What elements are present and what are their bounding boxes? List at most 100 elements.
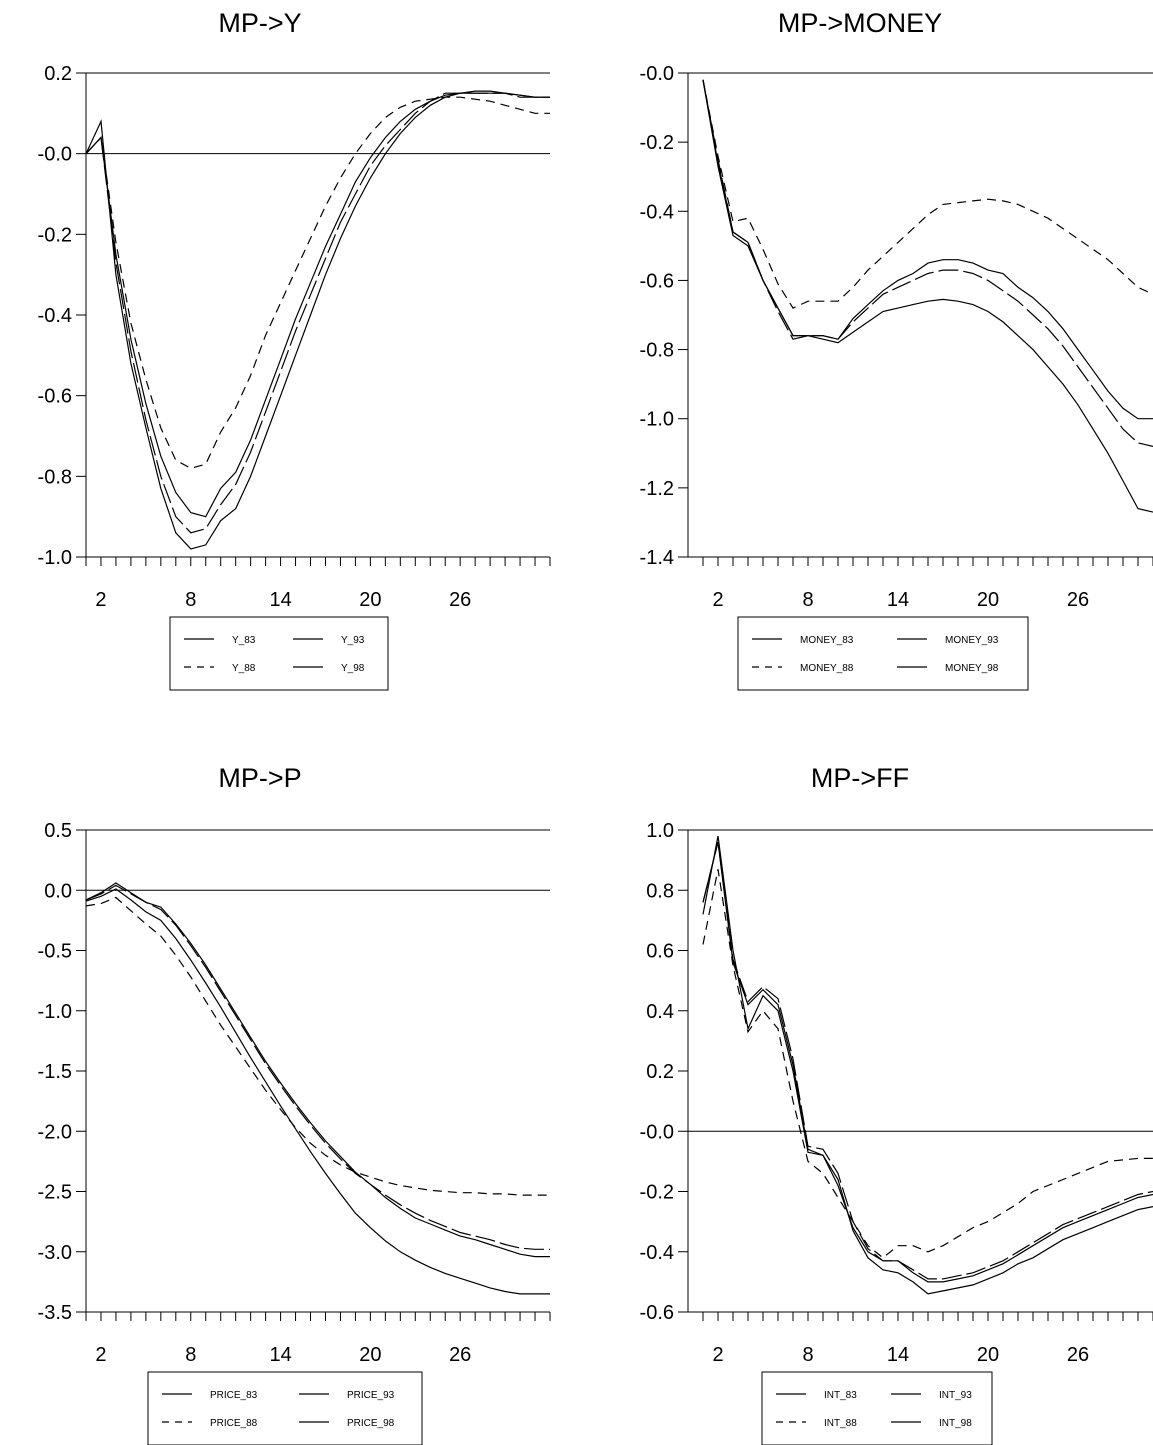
chart-title: MP->P <box>218 763 301 793</box>
series-line-y_83 <box>85 90 550 550</box>
y-tick-label: -0.2 <box>640 132 674 154</box>
legend-label: PRICE_93 <box>347 1390 395 1401</box>
legend-label: PRICE_98 <box>347 1418 395 1429</box>
y-tick-label: -0.2 <box>640 1182 674 1204</box>
y-tick-label: -0.6 <box>640 270 674 292</box>
y-tick-label: -1.0 <box>640 409 674 431</box>
y-tick-label: 0.2 <box>44 63 72 85</box>
legend-label: PRICE_83 <box>210 1390 258 1401</box>
legend-label: MONEY_88 <box>800 663 854 674</box>
x-tick-label: 8 <box>185 1344 196 1366</box>
x-tick-label: 2 <box>712 1344 723 1366</box>
x-tick-label: 8 <box>802 1344 813 1366</box>
x-tick-label: 20 <box>977 1344 999 1366</box>
chart-panel-4: MP->FF 1.0 0.8 0.6 0.4 0.2 -0.0 -0.2 -0.4 -0.6 2 8 1… <box>640 763 1153 1445</box>
y-tick-label: -0.4 <box>640 1242 674 1264</box>
legend-box <box>169 616 389 691</box>
y-tick-label: -1.0 <box>38 547 72 569</box>
series-line-y_88 <box>85 96 550 469</box>
x-tick-label: 26 <box>1067 589 1089 611</box>
y-tick-label: -3.0 <box>38 1242 72 1264</box>
x-tick-label: 2 <box>712 589 723 611</box>
series-line-int_83 <box>702 835 1153 1283</box>
y-tick-label: -2.0 <box>38 1121 72 1143</box>
y-tick-label: -0.2 <box>38 224 72 246</box>
x-tick-label: 2 <box>95 1344 106 1366</box>
y-tick-label: 1.0 <box>646 820 674 842</box>
legend-label: MONEY_83 <box>800 635 854 646</box>
legend-label: MONEY_93 <box>945 635 999 646</box>
y-tick-label: -0.6 <box>38 386 72 408</box>
x-tick-label: 20 <box>359 1344 381 1366</box>
x-tick-label: 26 <box>449 1344 471 1366</box>
legend: MONEY_83 MONEY_93 MONEY_88 MONEY_98 <box>737 616 1029 691</box>
x-tick-label: 14 <box>887 1344 909 1366</box>
legend-box <box>737 616 1029 691</box>
x-tick-label: 8 <box>802 589 813 611</box>
x-tick-label: 2 <box>95 589 106 611</box>
legend-label: INT_93 <box>939 1390 972 1401</box>
y-tick-label: -0.6 <box>640 1302 674 1324</box>
y-tick-label: -0.4 <box>38 305 72 327</box>
legend: INT_83 INT_93 INT_88 INT_98 <box>761 1371 993 1445</box>
chart-title: MP->FF <box>811 763 909 793</box>
y-tick-label: -2.5 <box>38 1182 72 1204</box>
y-tick-label: 0.8 <box>646 880 674 902</box>
x-tick-label: 26 <box>449 589 471 611</box>
y-tick-label: -0.8 <box>640 340 674 362</box>
y-tick-label: -0.0 <box>38 144 72 166</box>
chart-title: MP->MONEY <box>778 8 942 38</box>
legend-label: INT_88 <box>824 1418 857 1429</box>
y-tick-label: -0.0 <box>640 63 674 85</box>
y-tick-label: 0.6 <box>646 941 674 963</box>
legend-box <box>147 1371 423 1445</box>
series-line-int_88 <box>702 869 1153 1259</box>
series-line-money_93 <box>702 79 1153 447</box>
legend-label: PRICE_88 <box>210 1418 258 1429</box>
x-tick-label: 14 <box>269 1344 291 1366</box>
x-tick-label: 20 <box>977 589 999 611</box>
series-line-money_88 <box>702 79 1153 309</box>
legend-label: INT_98 <box>939 1418 972 1429</box>
y-tick-label: 0.4 <box>646 1001 674 1023</box>
y-tick-label: -1.5 <box>38 1061 72 1083</box>
series-line-price_93 <box>85 884 550 1250</box>
x-tick-label: 8 <box>185 589 196 611</box>
y-tick-label: 0.5 <box>44 820 72 842</box>
series-line-price_98 <box>85 888 550 1295</box>
chart-title: MP->Y <box>218 8 301 38</box>
x-tick-label: 20 <box>359 589 381 611</box>
chart-panel-2: MP->MONEY -0.0 -0.2 -0.4 -0.6 -0.8 -1.0 -1.2 -1.… <box>640 8 1153 691</box>
legend-label: Y_88 <box>232 663 256 674</box>
x-tick-label: 26 <box>1067 1344 1089 1366</box>
legend-label: Y_83 <box>232 635 256 646</box>
legend-label: MONEY_98 <box>945 663 999 674</box>
y-tick-label: -0.0 <box>640 1121 674 1143</box>
legend: PRICE_83 PRICE_93 PRICE_88 PRICE_98 <box>147 1371 423 1445</box>
series-line-money_98 <box>702 79 1153 420</box>
legend-label: INT_83 <box>824 1390 857 1401</box>
y-tick-label: 0.0 <box>44 880 72 902</box>
series-line-y_98 <box>85 92 550 518</box>
x-tick-label: 14 <box>269 589 291 611</box>
chart-panel-3: MP->P 0.5 0.0 -0.5 -1.0 -1.5 -2.0 -2.5 -3.0 -3.5 2… <box>38 763 551 1445</box>
y-tick-label: -0.5 <box>38 941 72 963</box>
legend-box <box>761 1371 993 1445</box>
legend-label: Y_93 <box>341 635 365 646</box>
legend-label: Y_98 <box>341 663 365 674</box>
chart-panel-1: MP->Y 0.2 -0.0 -0.2 -0.4 -0.6 -0.8 -1.0 2 8 14 20 26… <box>38 8 551 691</box>
x-tick-label: 14 <box>887 589 909 611</box>
series-line-price_83 <box>85 882 550 1258</box>
y-tick-label: -0.8 <box>38 466 72 488</box>
y-tick-label: -3.5 <box>38 1302 72 1324</box>
y-tick-label: -0.4 <box>640 201 674 223</box>
series-line-int_98 <box>702 841 1153 1295</box>
legend: Y_83 Y_93 Y_88 Y_98 <box>169 616 389 691</box>
y-tick-label: -1.2 <box>640 478 674 500</box>
y-tick-label: -1.0 <box>38 1001 72 1023</box>
y-tick-label: -1.4 <box>640 547 674 569</box>
y-tick-label: 0.2 <box>646 1061 674 1083</box>
series-line-int_93 <box>702 841 1153 1280</box>
series-line-price_88 <box>85 896 550 1196</box>
